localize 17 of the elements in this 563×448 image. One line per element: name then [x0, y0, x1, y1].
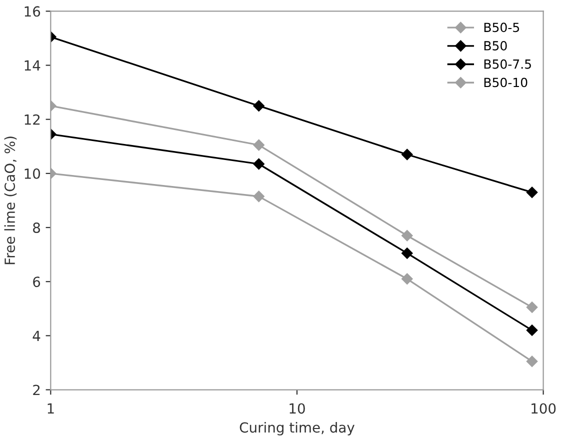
y-tick-label: 10: [24, 168, 40, 179]
x-tick-label: 10: [290, 403, 305, 414]
y-tick-label: 14: [24, 60, 40, 71]
y-tick-label: 6: [33, 276, 40, 288]
y-axis-title: Free lime (CaO, %): [4, 136, 17, 264]
x-axis-title: Curing time, day: [240, 422, 354, 436]
legend-label: B50-10: [484, 78, 528, 88]
y-tick-label: 16: [24, 6, 40, 17]
y-tick-label: 8: [33, 222, 40, 233]
x-tick-label: 100: [532, 403, 556, 414]
x-tick-label: 1: [48, 403, 54, 414]
legend-label: B50-7.5: [484, 59, 531, 69]
y-tick-label: 4: [32, 330, 40, 341]
y-tick-label: 12: [24, 114, 40, 125]
y-tick-label: 2: [33, 384, 40, 396]
legend-label: B50-5: [484, 22, 520, 32]
legend-label: B50: [484, 41, 507, 50]
